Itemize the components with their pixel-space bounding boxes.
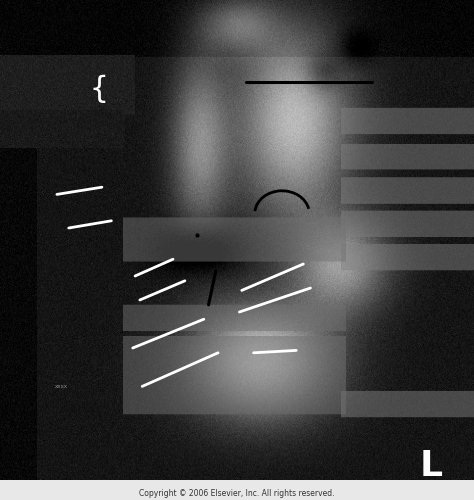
Text: L: L	[420, 449, 443, 483]
Text: xxxx: xxxx	[55, 384, 68, 389]
Text: Copyright © 2006 Elsevier, Inc. All rights reserved.: Copyright © 2006 Elsevier, Inc. All righ…	[139, 488, 335, 498]
Text: }: }	[83, 72, 102, 101]
